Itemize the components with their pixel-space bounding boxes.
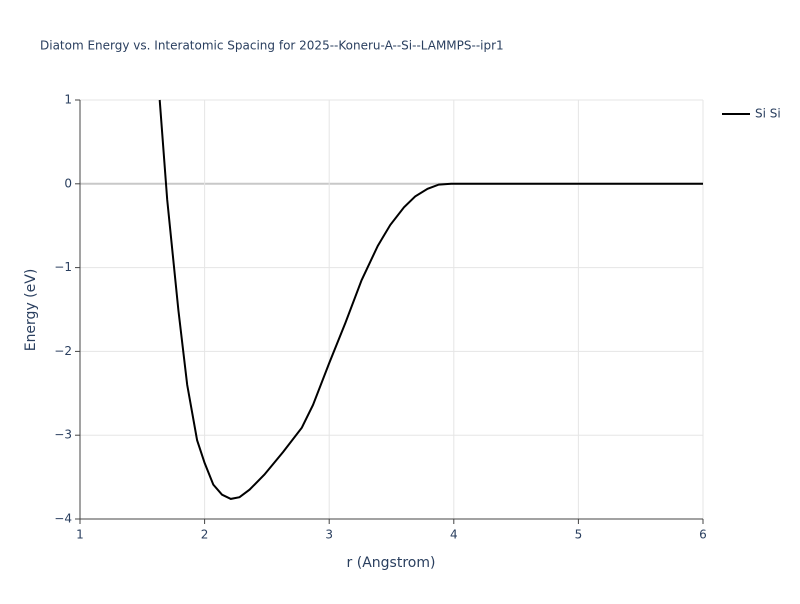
- y-tick-label: −4: [54, 512, 72, 526]
- x-tick-label: 4: [450, 528, 458, 542]
- y-tick-label: 0: [64, 176, 72, 190]
- y-tick-label: −3: [54, 428, 72, 442]
- x-axis-title: r (Angstrom): [347, 555, 436, 571]
- x-tick-label: 3: [325, 528, 333, 542]
- legend-label: Si Si: [755, 107, 781, 121]
- y-tick-label: −1: [54, 260, 72, 274]
- x-tick-label: 1: [76, 528, 84, 542]
- x-tick-label: 5: [575, 528, 583, 542]
- x-tick-label: 2: [201, 528, 209, 542]
- x-tick-label: 6: [699, 528, 707, 542]
- data-line: [158, 99, 703, 500]
- chart-title: Diatom Energy vs. Interatomic Spacing fo…: [40, 39, 504, 53]
- y-tick-label: −2: [54, 344, 72, 358]
- y-tick-label: 1: [64, 93, 72, 107]
- y-axis-title: Energy (eV): [23, 269, 39, 352]
